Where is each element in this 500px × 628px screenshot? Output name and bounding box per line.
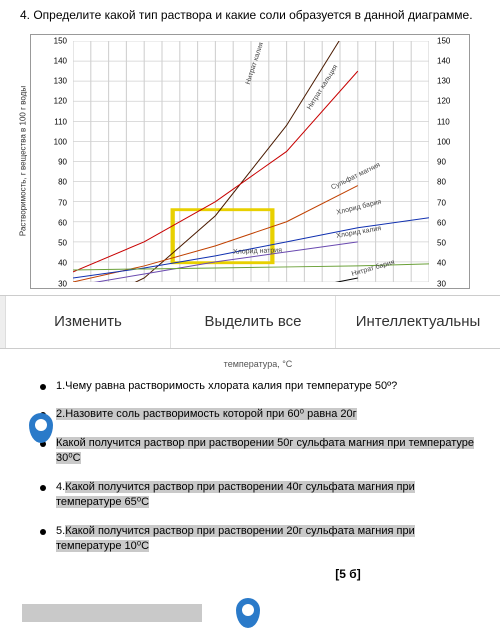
- q5-body[interactable]: Какой получится раствор при растворении …: [56, 525, 415, 552]
- smart-button[interactable]: Интеллектуальны: [336, 296, 500, 348]
- y-tick: 140: [437, 56, 461, 65]
- y-tick: 30: [43, 279, 67, 288]
- selection-handle-end-icon[interactable]: [236, 598, 260, 628]
- y-tick: 50: [437, 239, 461, 248]
- y-tick: 60: [43, 218, 67, 227]
- select-all-button[interactable]: Выделить все: [171, 296, 336, 348]
- y-tick: 130: [437, 77, 461, 86]
- axis-caption-fragment: температура, °С: [40, 359, 476, 369]
- q3-body[interactable]: Какой получится раствор при растворении …: [56, 437, 474, 464]
- y-tick: 70: [43, 198, 67, 207]
- y-tick: 90: [437, 158, 461, 167]
- y-tick: 150: [43, 36, 67, 45]
- edit-button[interactable]: Изменить: [6, 296, 171, 348]
- y-tick: 90: [43, 158, 67, 167]
- score-label: [5 б]: [40, 567, 476, 581]
- y-tick: 60: [437, 218, 461, 227]
- y-axis-label: Растворимость, г вещества в 100 г воды: [19, 86, 28, 236]
- question-header: 4. Определите какой тип раствора и какие…: [0, 0, 500, 30]
- y-tick: 40: [43, 259, 67, 268]
- plot-area: Нитрат калияНитрат кальцияСульфат магния…: [73, 41, 429, 282]
- y-tick: 110: [43, 117, 67, 126]
- q5-text: 5.Какой получится раствор при растворени…: [56, 524, 476, 554]
- bullet-icon: [40, 485, 46, 491]
- q2-num: 2.: [56, 408, 65, 420]
- selection-trail[interactable]: [22, 604, 202, 622]
- context-toolbar: Изменить Выделить все Интеллектуальны: [0, 295, 500, 349]
- y-tick: 110: [437, 117, 461, 126]
- y-tick: 50: [43, 239, 67, 248]
- bullet-icon: [40, 384, 46, 390]
- q2-body[interactable]: Назовите соль растворимость которой при …: [65, 408, 356, 420]
- list-item: Какой получится раствор при растворении …: [40, 436, 476, 466]
- list-item: 1.Чему равна растворимость хлората калия…: [40, 379, 476, 394]
- q4-num: 4.: [56, 481, 65, 493]
- curve-label: Хлорид натрия: [233, 247, 282, 256]
- y-tick: 70: [437, 198, 461, 207]
- q4-body[interactable]: Какой получится раствор при растворении …: [56, 481, 415, 508]
- y-tick: 100: [437, 137, 461, 146]
- y-tick: 120: [43, 97, 67, 106]
- list-item: 4.Какой получится раствор при растворени…: [40, 480, 476, 510]
- y-tick: 150: [437, 36, 461, 45]
- q1-text: 1.Чему равна растворимость хлората калия…: [56, 379, 397, 394]
- q3-text: Какой получится раствор при растворении …: [56, 436, 476, 466]
- y-tick: 100: [43, 137, 67, 146]
- q2-text: 2.Назовите соль растворимость которой пр…: [56, 407, 357, 422]
- y-tick: 80: [43, 178, 67, 187]
- q5-num: 5.: [56, 525, 65, 537]
- question-list: температура, °С 1.Чему равна растворимос…: [0, 349, 500, 582]
- y-tick: 80: [437, 178, 461, 187]
- list-item: 5.Какой получится раствор при растворени…: [40, 524, 476, 554]
- q4-text: 4.Какой получится раствор при растворени…: [56, 480, 476, 510]
- bullet-icon: [40, 529, 46, 535]
- solubility-chart: Растворимость, г вещества в 100 г воды Н…: [30, 34, 470, 289]
- y-tick: 120: [437, 97, 461, 106]
- y-tick: 140: [43, 56, 67, 65]
- list-item: 2.Назовите соль растворимость которой пр…: [40, 407, 476, 422]
- y-tick: 40: [437, 259, 461, 268]
- y-tick: 30: [437, 279, 461, 288]
- y-tick: 130: [43, 77, 67, 86]
